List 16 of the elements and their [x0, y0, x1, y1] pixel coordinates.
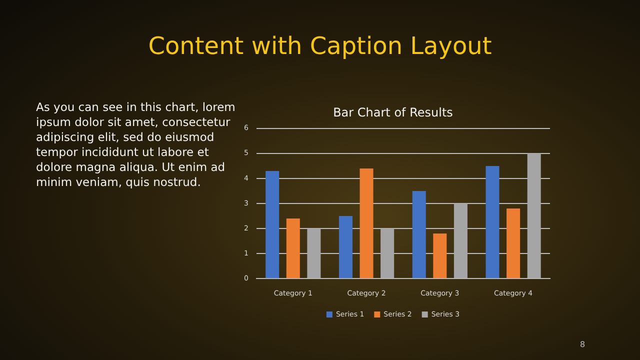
bar [454, 204, 468, 278]
bar [486, 166, 500, 278]
bar [338, 216, 352, 278]
bar [527, 153, 541, 278]
text: Content with Caption Layout [147, 32, 493, 60]
bar [506, 208, 520, 278]
text: 8 [580, 340, 586, 349]
bar [266, 170, 280, 278]
chart-title: Bar Chart of Results [333, 105, 453, 120]
bar [412, 190, 426, 278]
text: As you can see in this chart, lorem ipsum dolor sit amet, consectetur adipiscing elit, sed do eiusmod tempor incididunt ut labore et dolore magna aliqua. Ut enim ad minim veniam, quis nostrud. [36, 100, 236, 190]
bar [360, 168, 374, 278]
bar [307, 228, 321, 278]
bar [286, 218, 300, 278]
bar [433, 234, 447, 278]
bar [380, 228, 394, 278]
